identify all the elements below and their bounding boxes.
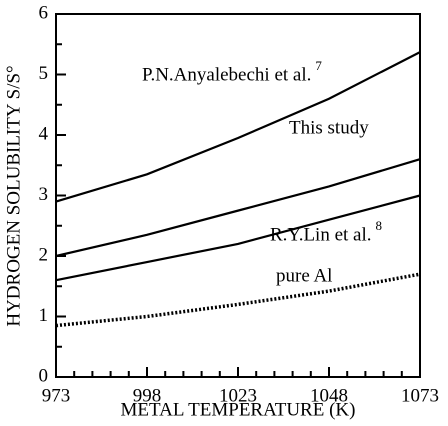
x-tick-label: 1073 — [401, 385, 439, 406]
series-label: This study — [289, 117, 369, 138]
x-tick-label: 1023 — [219, 385, 257, 406]
series-label: R.Y.Lin et al. — [270, 224, 372, 245]
x-tick-label: 973 — [42, 385, 71, 406]
x-tick-label: 998 — [133, 385, 162, 406]
y-tick-label: 2 — [39, 244, 49, 265]
y-axis-label: HYDROGEN SOLUBILITY S/S° — [3, 65, 24, 326]
series-line — [55, 158, 421, 258]
series-ref: 7 — [315, 58, 322, 73]
series-line — [55, 51, 421, 203]
x-tick-label: 1048 — [310, 385, 348, 406]
y-tick-label: 3 — [39, 184, 49, 205]
series-ref: 8 — [376, 218, 383, 233]
y-tick-label: 5 — [39, 63, 49, 84]
series-label: P.N.Anyalebechi et al. — [142, 64, 311, 85]
series-line — [55, 194, 421, 282]
series-label: pure Al — [276, 265, 332, 286]
series-line — [55, 272, 421, 328]
y-tick-label: 4 — [39, 123, 49, 144]
y-tick-label: 0 — [39, 365, 49, 386]
y-tick-label: 1 — [39, 305, 49, 326]
y-tick-label: 6 — [39, 2, 49, 23]
x-axis-label: METAL TEMPERATURE (K) — [121, 399, 356, 420]
